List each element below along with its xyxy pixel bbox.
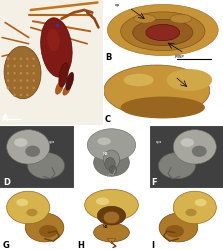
Ellipse shape <box>26 86 29 89</box>
Text: ep: ep <box>115 3 120 7</box>
Ellipse shape <box>87 129 136 161</box>
Ellipse shape <box>166 69 212 91</box>
Ellipse shape <box>7 79 10 82</box>
Text: B: B <box>105 53 111 62</box>
Ellipse shape <box>134 14 156 23</box>
Ellipse shape <box>41 18 72 77</box>
Text: E: E <box>77 178 83 187</box>
Ellipse shape <box>104 65 210 116</box>
Ellipse shape <box>19 57 22 60</box>
Ellipse shape <box>19 72 22 75</box>
Ellipse shape <box>13 64 16 68</box>
Ellipse shape <box>107 4 218 56</box>
Ellipse shape <box>97 138 111 145</box>
Text: MA: MA <box>103 225 108 229</box>
Polygon shape <box>107 239 116 244</box>
Text: cya: cya <box>48 140 54 143</box>
Ellipse shape <box>192 146 207 157</box>
Ellipse shape <box>7 86 10 89</box>
Ellipse shape <box>66 72 74 90</box>
Text: C: C <box>105 116 111 124</box>
Ellipse shape <box>186 209 197 216</box>
Ellipse shape <box>14 138 27 147</box>
Ellipse shape <box>170 14 192 23</box>
Ellipse shape <box>94 223 129 242</box>
Ellipse shape <box>32 72 35 75</box>
Text: F: F <box>152 178 157 187</box>
Ellipse shape <box>25 213 64 242</box>
Ellipse shape <box>13 94 16 96</box>
Ellipse shape <box>121 96 205 118</box>
Ellipse shape <box>26 94 29 96</box>
Ellipse shape <box>173 130 216 164</box>
Ellipse shape <box>121 12 205 51</box>
Text: cya: cya <box>156 140 162 143</box>
Ellipse shape <box>7 191 50 224</box>
Text: MA: MA <box>103 152 108 156</box>
Ellipse shape <box>7 72 10 75</box>
Ellipse shape <box>27 152 65 179</box>
Ellipse shape <box>103 150 120 169</box>
Ellipse shape <box>7 57 10 60</box>
Ellipse shape <box>32 57 35 60</box>
Ellipse shape <box>109 166 117 174</box>
Ellipse shape <box>13 86 16 89</box>
Ellipse shape <box>32 64 35 68</box>
Ellipse shape <box>19 79 22 82</box>
Ellipse shape <box>13 79 16 82</box>
Ellipse shape <box>159 213 198 242</box>
Ellipse shape <box>85 190 138 220</box>
Ellipse shape <box>181 138 194 147</box>
Ellipse shape <box>13 57 16 60</box>
Ellipse shape <box>26 72 29 75</box>
Ellipse shape <box>63 85 70 95</box>
Ellipse shape <box>133 20 193 46</box>
Ellipse shape <box>7 130 50 164</box>
Ellipse shape <box>19 94 22 96</box>
Ellipse shape <box>195 199 207 206</box>
Ellipse shape <box>0 112 97 200</box>
Ellipse shape <box>7 64 10 68</box>
Text: D: D <box>3 178 10 187</box>
Ellipse shape <box>173 191 216 224</box>
Ellipse shape <box>146 24 180 40</box>
Text: A: A <box>2 114 8 123</box>
Ellipse shape <box>94 149 129 176</box>
Ellipse shape <box>97 206 126 225</box>
Ellipse shape <box>47 29 60 51</box>
Ellipse shape <box>32 86 35 89</box>
Ellipse shape <box>105 158 115 170</box>
Ellipse shape <box>165 225 184 237</box>
Text: I: I <box>152 240 155 250</box>
Ellipse shape <box>32 79 35 82</box>
Ellipse shape <box>19 86 22 89</box>
Text: G: G <box>3 240 10 250</box>
Ellipse shape <box>158 152 196 179</box>
Text: PIISP: PIISP <box>175 54 185 58</box>
Ellipse shape <box>56 81 64 94</box>
Text: H: H <box>77 240 84 250</box>
Ellipse shape <box>96 198 109 205</box>
Ellipse shape <box>26 79 29 82</box>
Ellipse shape <box>103 211 120 224</box>
Ellipse shape <box>16 199 28 206</box>
Ellipse shape <box>26 64 29 68</box>
Ellipse shape <box>13 72 16 75</box>
Ellipse shape <box>39 225 58 237</box>
Ellipse shape <box>25 146 40 157</box>
Ellipse shape <box>26 209 37 216</box>
Ellipse shape <box>19 64 22 68</box>
Ellipse shape <box>59 63 68 87</box>
Ellipse shape <box>26 57 29 60</box>
Ellipse shape <box>124 74 154 86</box>
Ellipse shape <box>126 112 223 200</box>
Ellipse shape <box>4 46 41 99</box>
